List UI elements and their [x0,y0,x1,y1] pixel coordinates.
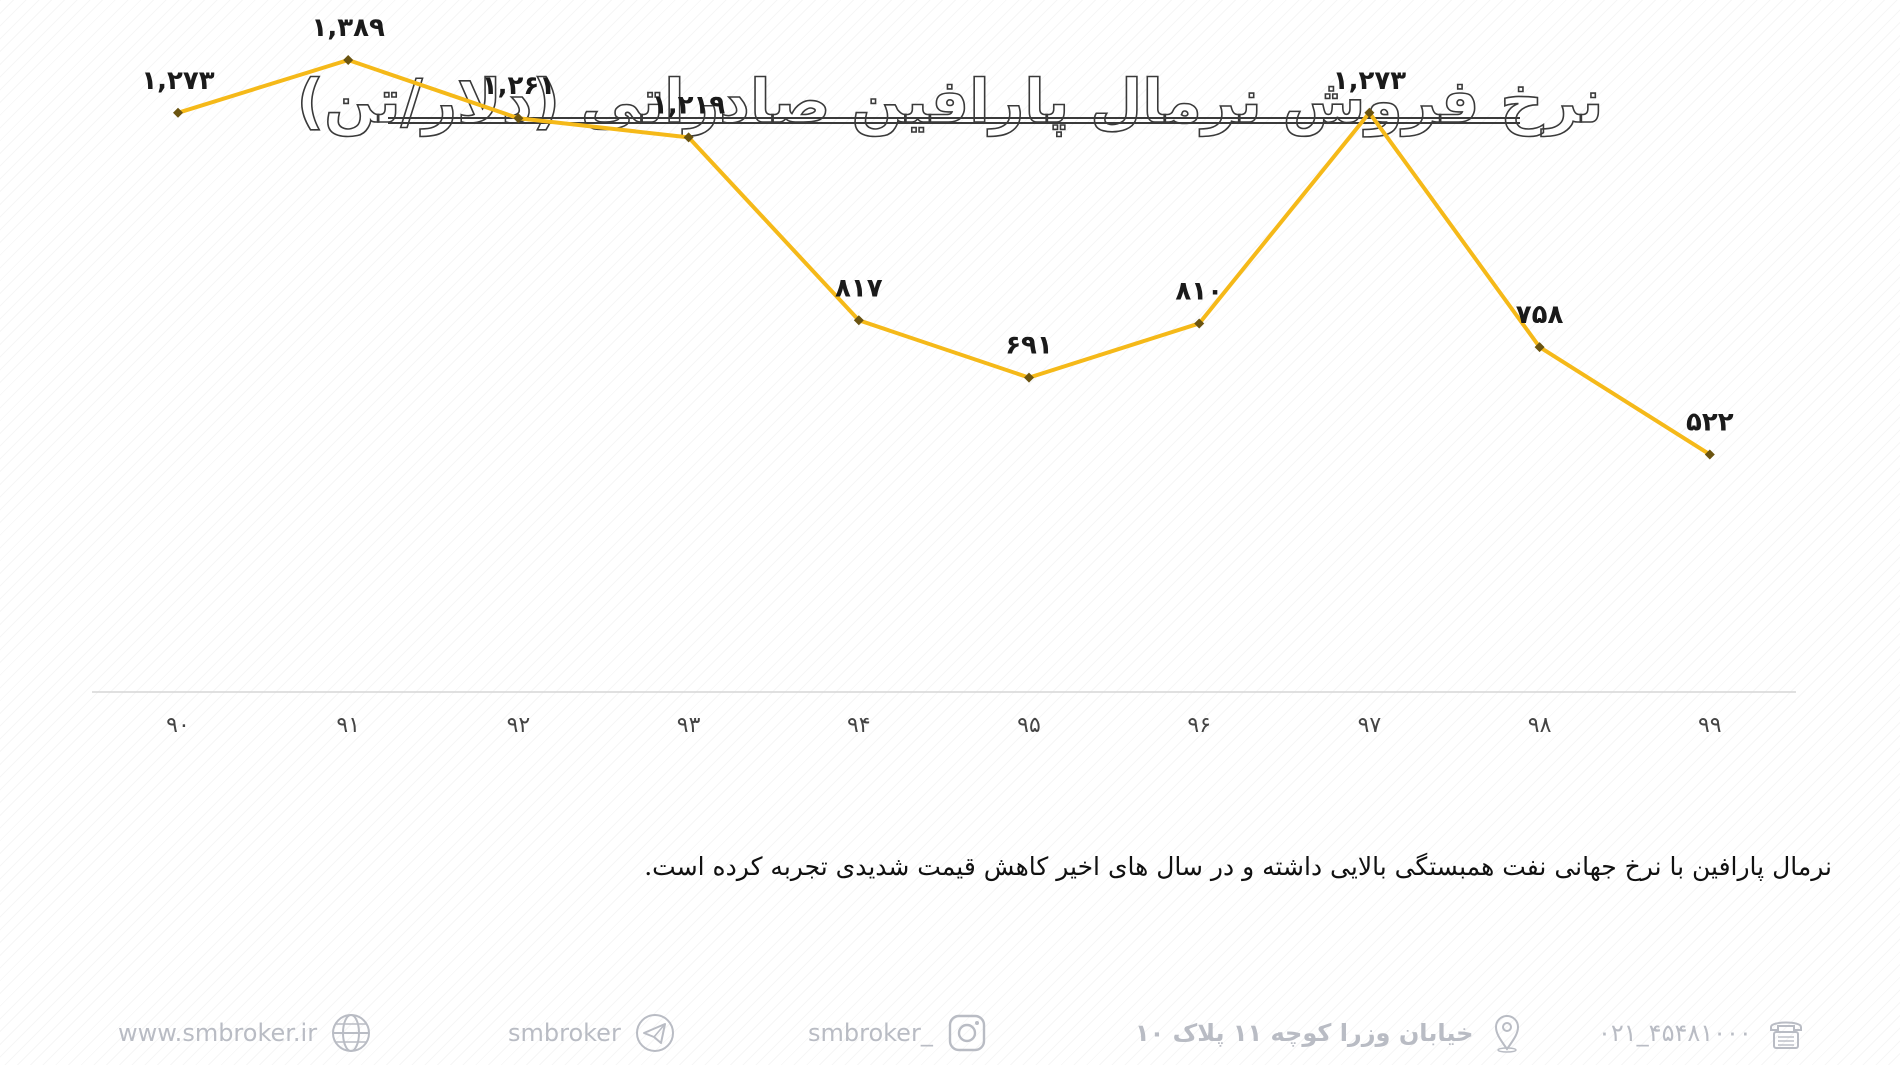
x-tick-label: ۹۴ [847,713,871,738]
x-tick-label: ۹۹ [1698,713,1722,738]
footer-address: خیابان وزرا کوچه ۱۱ پلاک ۱۰ [1135,1010,1527,1056]
website-text[interactable]: www.smbroker.ir [118,1019,318,1047]
x-tick-label: ۹۲ [507,713,531,738]
data-point [853,315,864,326]
footer-website[interactable]: www.smbroker.ir [118,1010,371,1056]
phone-text[interactable]: ۰۲۱_۴۵۴۸۱۰۰۰ [1598,1019,1752,1047]
globe-icon [332,1014,371,1052]
address-text: خیابان وزرا کوچه ۱۱ پلاک ۱۰ [1135,1019,1474,1047]
chart-note: نرمال پارافین با نرخ جهانی نفت همبستگی ب… [644,852,1832,881]
telegram-text[interactable]: smbroker [508,1019,621,1047]
chart-title-area: نرخ فروش نرمال پارافین صادراتی (دلار/تن) [296,62,1603,142]
footer: www.smbroker.ir smbroker smbroker_ خیابا… [0,1010,1900,1060]
data-point [173,107,183,118]
footer-telegram[interactable]: smbroker [508,1010,675,1056]
x-tick-label: ۹۷ [1358,713,1382,738]
data-label: ۶۹۱ [1005,331,1053,361]
instagram-icon [948,1014,986,1052]
series-line [177,58,1711,457]
data-label: ۵۲۲ [1686,407,1734,437]
data-label: ۸۱۷ [835,273,883,303]
footer-instagram[interactable]: smbroker_ [808,1010,987,1056]
title-underline [388,117,1520,119]
data-point [513,113,524,124]
data-point [1704,449,1715,460]
data-point [683,132,694,143]
data-label: ۱,۲۷۳ [141,66,214,96]
telephone-icon [1769,1021,1802,1049]
title-underline-2 [388,122,1520,124]
data-label: ۱,۲۶۱ [482,71,555,101]
data-label: ۷۵۸ [1516,300,1564,330]
data-point [1364,107,1375,118]
data-label: ۱,۲۷۳ [1333,66,1406,96]
location-pin-icon [1495,1015,1520,1053]
instagram-text[interactable]: smbroker_ [808,1019,933,1047]
telegram-icon [635,1014,674,1052]
data-label: ۸۱۰ [1175,276,1223,306]
x-tick-label: ۹۱ [336,713,360,738]
x-tick-label: ۹۰ [166,713,190,738]
x-tick-label: ۹۳ [677,713,701,738]
data-point [1534,342,1545,353]
x-tick-label: ۹۶ [1187,713,1211,738]
chart-title: نرخ فروش نرمال پارافین صادراتی (دلار/تن) [296,66,1604,138]
x-tick-label: ۹۸ [1528,713,1552,738]
x-tick-label: ۹۵ [1017,713,1041,738]
data-label: ۱,۳۸۹ [312,13,385,43]
footer-phone[interactable]: ۰۲۱_۴۵۴۸۱۰۰۰ [1598,1010,1806,1056]
data-label: ۱,۲۱۹ [652,90,725,120]
data-point [1024,372,1034,383]
data-point [1194,318,1205,329]
data-point [343,55,354,66]
